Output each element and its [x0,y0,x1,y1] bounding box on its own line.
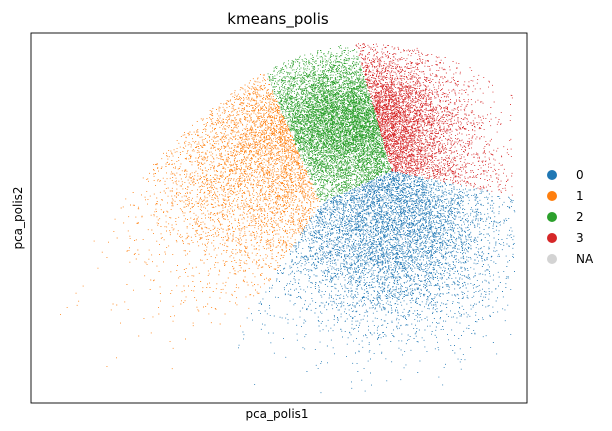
chart-title: kmeans_polis [227,10,329,29]
cluster-2-points [267,45,392,202]
legend: 0 1 2 3 NA [547,168,594,266]
legend-marker-0 [547,170,557,180]
cluster-0-points [238,170,516,394]
cluster-1-points [60,74,321,370]
legend-label-1: 1 [576,189,584,203]
legend-label-0: 0 [576,168,584,182]
legend-label-na: NA [576,252,594,266]
legend-marker-1 [547,191,557,201]
legend-marker-3 [547,233,557,243]
plot-frame [30,32,528,404]
legend-label-2: 2 [576,210,584,224]
scatter-points [60,42,516,394]
y-axis-label: pca_polis2 [11,186,25,249]
legend-marker-na [547,254,557,264]
legend-marker-2 [547,212,557,222]
legend-label-3: 3 [576,231,584,245]
cluster-3-points [355,42,513,196]
x-axis-label: pca_polis1 [245,407,308,421]
